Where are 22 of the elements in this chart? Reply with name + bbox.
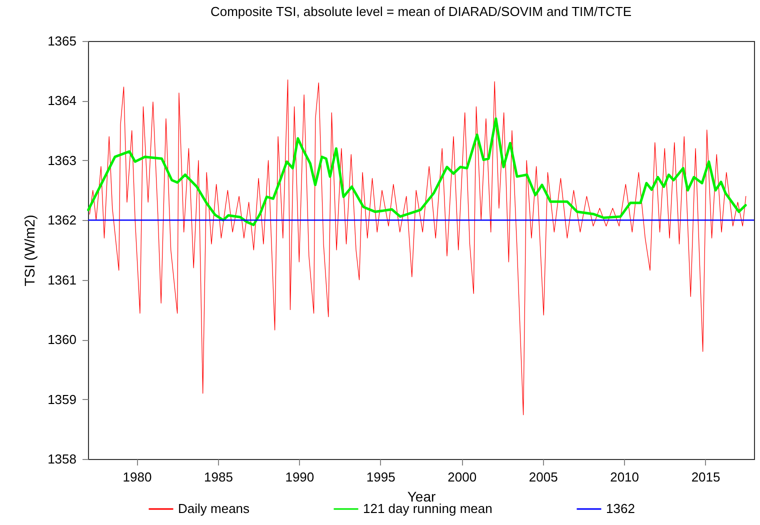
- x-tick-label: 2000: [448, 470, 477, 484]
- line-series: [89, 80, 746, 416]
- x-tick-label: 1990: [285, 470, 314, 484]
- y-tick-label: 1359: [48, 392, 76, 407]
- x-tick-label: 2010: [610, 470, 640, 484]
- legend-label: 1362: [606, 501, 635, 516]
- y-tick-label: 1360: [48, 332, 76, 348]
- y-tick-label: 1364: [48, 93, 76, 108]
- y-tick-label: 1358: [48, 452, 76, 466]
- x-tick-label: 2015: [691, 470, 720, 484]
- x-tick-label: 1985: [204, 470, 233, 484]
- legend-label: Daily means: [178, 501, 250, 516]
- y-axis-title: TSI (W/m2): [22, 214, 38, 286]
- x-tick-label: 1995: [366, 470, 396, 484]
- x-tick-label: 2005: [528, 470, 558, 484]
- line-series: [87, 117, 747, 226]
- y-tick-label: 1363: [48, 152, 76, 168]
- y-tick-label: 1365: [48, 34, 76, 48]
- chart-title: Composite TSI, absolute level = mean of DIARAD/SOVIM and TIM/TCTE: [210, 4, 632, 19]
- y-tick-label: 1362: [48, 212, 76, 228]
- y-tick-label: 1361: [48, 272, 76, 288]
- x-tick-label: 1980: [122, 470, 152, 484]
